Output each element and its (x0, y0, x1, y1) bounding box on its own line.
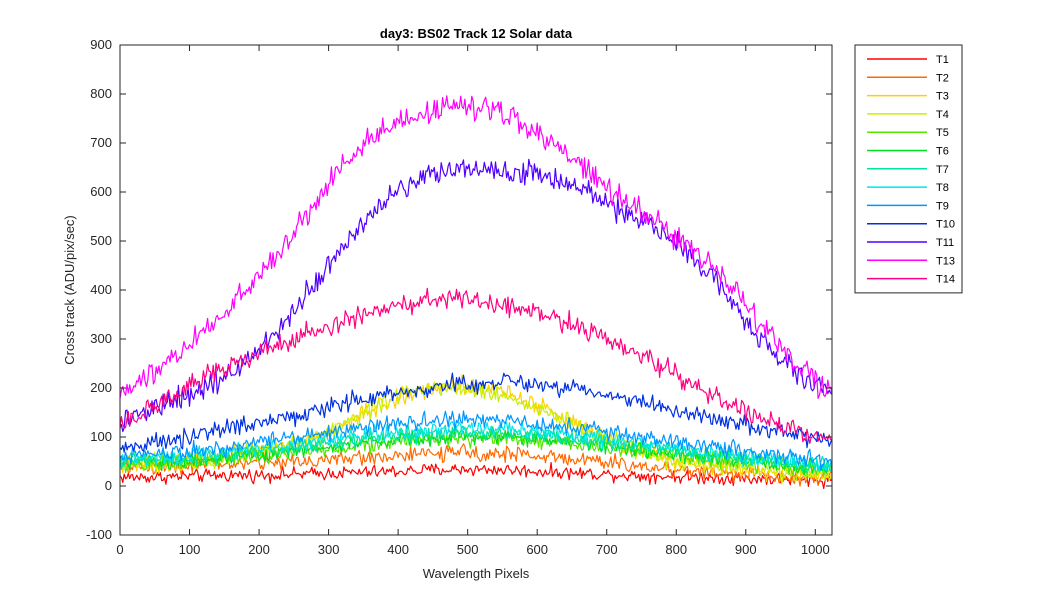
x-tick-label: 700 (596, 542, 618, 557)
y-tick-label: 900 (90, 37, 112, 52)
x-tick-label: 500 (457, 542, 479, 557)
series-layer (119, 95, 833, 490)
series-line-t13 (119, 95, 833, 399)
legend-label: T6 (936, 146, 949, 158)
series-line-t8 (119, 419, 833, 473)
series-line-t10 (119, 372, 833, 453)
ticks-layer: 0 100 200 300 400 500 600 700 800 900 1000 -100 0 100… (86, 37, 832, 557)
x-axis-label: Wavelength Pixels (423, 566, 530, 581)
series-line-t7 (119, 424, 833, 474)
legend: T1 T2 T3 T4 T5 T6 T7 T8 T9 T10 T11 T13 T14 (854, 44, 963, 294)
legend-label: T3 (936, 91, 949, 103)
x-tick-label: 200 (248, 542, 270, 557)
legend-label: T1 (936, 54, 949, 66)
x-tick-label: 600 (526, 542, 548, 557)
y-tick-label: 600 (90, 184, 112, 199)
x-tick-label: 900 (735, 542, 757, 557)
series-line-t14 (119, 287, 833, 444)
x-tick-label: 400 (387, 542, 409, 557)
y-tick-label: 500 (90, 233, 112, 248)
y-tick-label: 200 (90, 380, 112, 395)
series-line-t11 (119, 158, 833, 433)
y-tick-label: 800 (90, 86, 112, 101)
series-line-t1 (119, 462, 833, 490)
x-tick-label: 800 (665, 542, 687, 557)
y-tick-label: -100 (86, 527, 112, 542)
legend-label: T5 (936, 127, 949, 139)
x-tick-label: 1000 (801, 542, 830, 557)
legend-label: T2 (936, 72, 949, 84)
legend-label: T8 (936, 182, 949, 194)
legend-label: T13 (936, 255, 955, 267)
legend-label: T4 (936, 109, 949, 121)
y-tick-label: 300 (90, 331, 112, 346)
legend-label: T14 (936, 274, 955, 286)
x-tick-label: 0 (116, 542, 123, 557)
legend-label: T10 (936, 219, 955, 231)
legend-label: T11 (936, 237, 954, 249)
legend-label: T9 (936, 200, 949, 212)
legend-label: T7 (936, 164, 949, 176)
x-tick-label: 300 (318, 542, 340, 557)
y-tick-label: 400 (90, 282, 112, 297)
y-tick-label: 0 (105, 478, 112, 493)
chart-title: day3: BS02 Track 12 Solar data (380, 26, 573, 41)
x-tick-label: 100 (179, 542, 201, 557)
y-tick-label: 100 (90, 429, 112, 444)
series-line-t9 (119, 410, 833, 471)
y-tick-label: 700 (90, 135, 112, 150)
y-axis-label: Cross track (ADU/pix/sec) (62, 215, 77, 365)
